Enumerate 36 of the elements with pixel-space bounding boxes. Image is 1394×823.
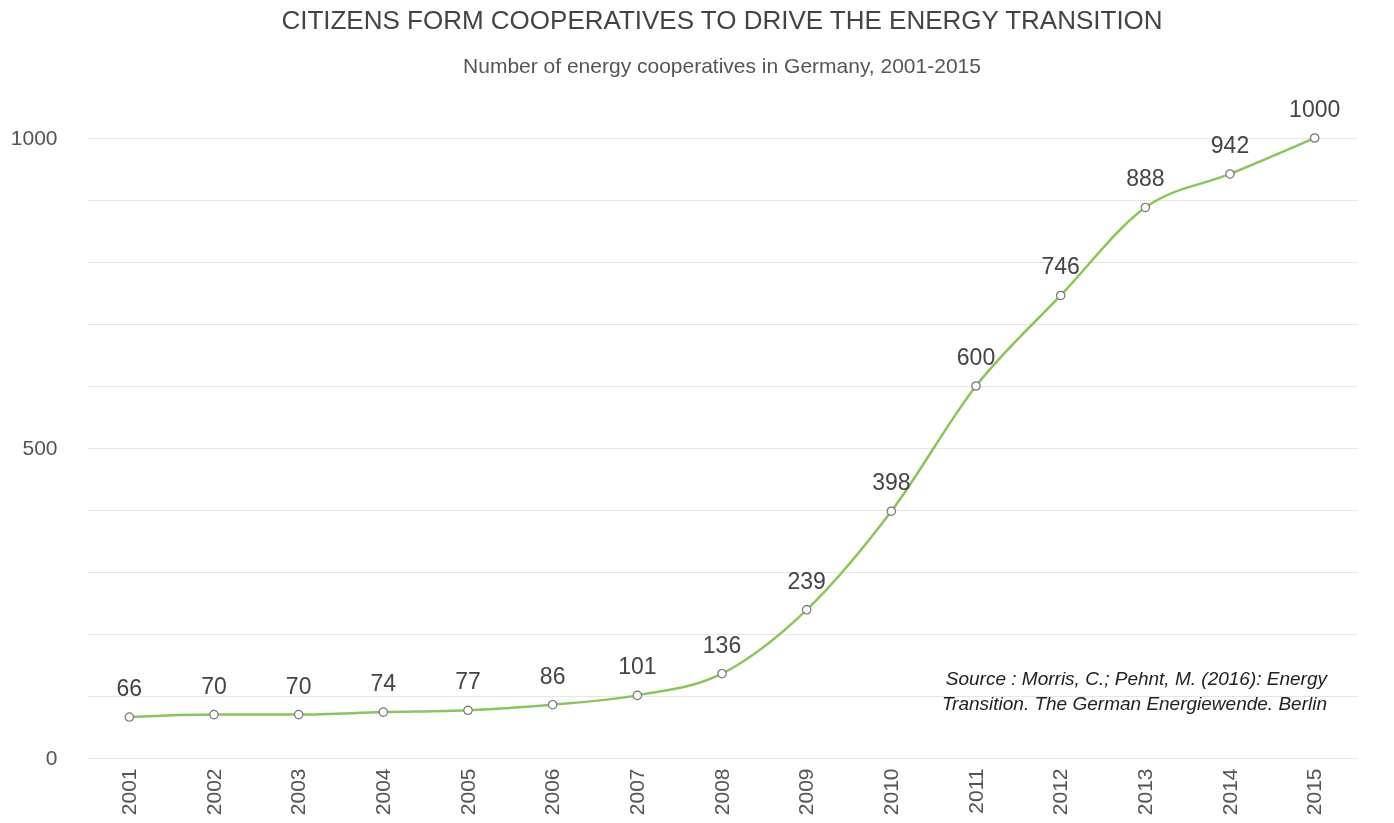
x-tick-label: 2006 xyxy=(540,768,564,816)
data-label: 398 xyxy=(872,469,911,496)
y-tick-label: 0 xyxy=(45,745,58,769)
x-tick-label: 2005 xyxy=(455,768,479,816)
data-label: 70 xyxy=(201,672,227,699)
data-label: 942 xyxy=(1210,131,1250,158)
x-tick-label: 2011 xyxy=(963,768,987,814)
x-tick-label: 2010 xyxy=(878,768,902,816)
annotation: Source : Morris, C.; Pehnt, M. (2016): Energy Transition. The German Energiewende. Berlin xyxy=(941,668,1329,714)
chart-subtitle: Number of energy cooperatives in Germany, 2001-2015 xyxy=(463,54,981,77)
x-tick-label: 2013 xyxy=(1132,768,1156,816)
x-tick-label: 2012 xyxy=(1048,768,1072,816)
x-tick-label: 2001 xyxy=(116,768,140,816)
data-label: 86 xyxy=(539,662,566,689)
data-label: 1000 xyxy=(1289,96,1341,122)
x-tick-label: 2009 xyxy=(794,768,818,816)
data-label: 600 xyxy=(956,344,996,370)
x-tick-label: 2015 xyxy=(1302,768,1326,816)
data-label: 746 xyxy=(1041,253,1080,280)
data-label: 77 xyxy=(455,668,481,695)
chart-title: CITIZENS FORM COOPERATIVES TO DRIVE THE ENERGY TRANSITION xyxy=(281,5,1163,35)
y-tick-label: 1000 xyxy=(10,125,58,149)
data-label: 74 xyxy=(370,670,397,697)
data-label: 136 xyxy=(702,631,742,658)
x-tick-label: 2007 xyxy=(624,768,648,816)
x-tick-label: 2002 xyxy=(201,768,225,816)
x-tick-label: 2004 xyxy=(370,768,394,816)
x-tick-label: 2003 xyxy=(286,768,310,816)
x-tick-label: 2014 xyxy=(1217,768,1241,816)
y-tick-label: 500 xyxy=(22,435,58,459)
data-label: 70 xyxy=(285,672,312,699)
data-label: 66 xyxy=(116,675,143,702)
data-label: 239 xyxy=(787,567,826,594)
data-label: 888 xyxy=(1126,165,1165,192)
data-label: 101 xyxy=(618,653,657,680)
x-tick-label: 2008 xyxy=(709,768,733,816)
